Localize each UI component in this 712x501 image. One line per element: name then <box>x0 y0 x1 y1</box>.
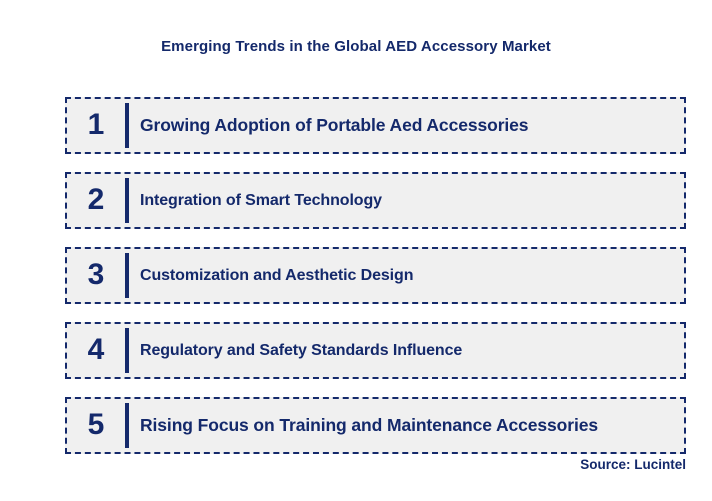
list-item[interactable]: 4 Regulatory and Safety Standards Influe… <box>65 322 686 379</box>
list-item[interactable]: 2 Integration of Smart Technology <box>65 172 686 229</box>
trend-number: 4 <box>87 332 105 366</box>
list-item[interactable]: 3 Customization and Aesthetic Design <box>65 247 686 304</box>
list-item[interactable]: 5 Rising Focus on Training and Maintenan… <box>65 397 686 454</box>
vertical-divider-icon <box>125 328 129 373</box>
trend-label: Rising Focus on Training and Maintenance… <box>140 415 599 435</box>
list-item[interactable]: 1 Growing Adoption of Portable Aed Acces… <box>65 97 686 154</box>
source-attribution: Source: Lucintel <box>580 457 686 472</box>
vertical-divider-icon <box>125 253 129 298</box>
trend-label: Integration of Smart Technology <box>140 191 382 209</box>
trend-number: 2 <box>87 182 105 216</box>
trend-label: Regulatory and Safety Standards Influenc… <box>140 341 463 359</box>
trend-list: 1 Growing Adoption of Portable Aed Acces… <box>65 97 686 454</box>
trend-label: Growing Adoption of Portable Aed Accesso… <box>140 115 529 135</box>
vertical-divider-icon <box>125 178 129 223</box>
vertical-divider-icon <box>125 103 129 148</box>
vertical-divider-icon <box>125 403 129 448</box>
trend-number: 5 <box>87 407 105 441</box>
trend-label: Customization and Aesthetic Design <box>140 266 414 284</box>
trend-number: 3 <box>87 257 105 291</box>
page-title: Emerging Trends in the Global AED Access… <box>161 38 551 55</box>
trend-number: 1 <box>87 107 105 141</box>
